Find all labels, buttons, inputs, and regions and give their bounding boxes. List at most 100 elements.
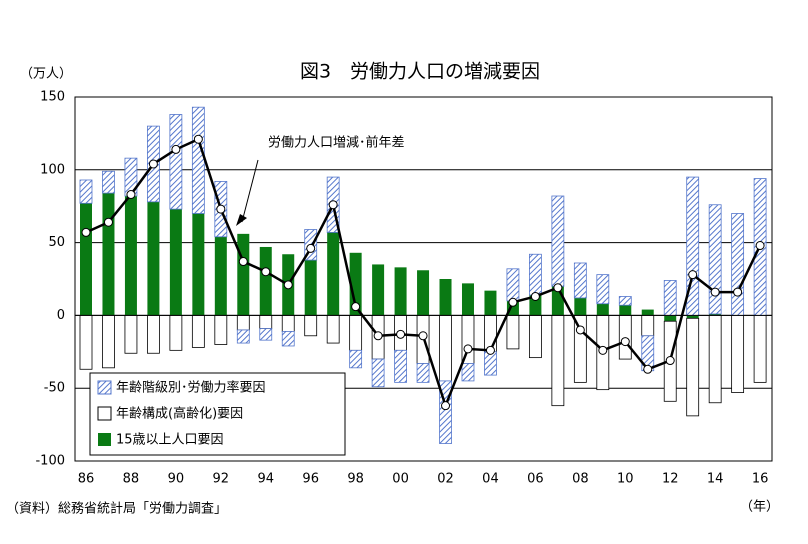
bar	[394, 267, 407, 316]
x-tick-label: 06	[527, 472, 544, 487]
bar	[417, 270, 430, 316]
bar	[237, 233, 250, 316]
bar	[708, 314, 722, 404]
line-marker	[396, 329, 406, 339]
line-marker	[373, 331, 383, 341]
y-tick-label: 0	[57, 308, 65, 323]
y-tick-label: 50	[48, 235, 65, 250]
line-marker	[261, 267, 271, 277]
line-marker	[710, 287, 720, 297]
bar	[102, 170, 115, 194]
line-marker	[643, 364, 653, 374]
line-marker	[755, 241, 765, 251]
bar	[79, 179, 93, 204]
source: （資料）総務省統計局「労働力調査」	[6, 501, 227, 517]
bar	[326, 314, 340, 344]
bar	[439, 314, 452, 382]
line-marker	[508, 297, 518, 307]
bar	[731, 314, 745, 393]
bar	[102, 314, 115, 369]
y-unit: （万人）	[20, 67, 72, 82]
bar	[708, 204, 722, 315]
line-marker	[485, 345, 495, 355]
bar	[169, 314, 183, 351]
bar	[686, 315, 699, 319]
x-tick-label: 88	[123, 472, 140, 487]
line-marker	[530, 291, 540, 301]
bar	[147, 314, 160, 354]
bar	[281, 314, 295, 332]
bar	[551, 195, 565, 287]
bar	[304, 260, 317, 316]
bar	[214, 314, 228, 345]
x-tick-label: 94	[257, 472, 274, 487]
line-marker	[193, 134, 203, 144]
bar	[416, 363, 430, 383]
legend-label: 年齢階級別･労働力率要因	[116, 380, 266, 396]
legend-swatch	[97, 406, 112, 421]
x-tick-label: 10	[617, 472, 634, 487]
line-marker	[463, 344, 473, 354]
bar	[191, 106, 205, 214]
bar	[663, 280, 677, 316]
line-marker	[328, 200, 338, 210]
annotation: 労働力人口増減･前年差	[268, 135, 405, 151]
bar	[79, 314, 93, 370]
bar	[304, 314, 318, 337]
bar	[506, 268, 520, 302]
y-tick-label: -100	[35, 454, 65, 469]
x-tick-label: 96	[302, 472, 319, 487]
line-marker	[81, 227, 91, 237]
bar	[529, 295, 542, 316]
line-marker	[306, 243, 316, 253]
bar	[349, 349, 363, 369]
line-marker	[598, 345, 608, 355]
bar	[102, 193, 115, 316]
bar	[169, 114, 183, 210]
line-marker	[688, 270, 698, 280]
bar	[551, 314, 565, 407]
bar	[124, 314, 138, 354]
line-marker	[553, 283, 563, 293]
y-tick-label: 150	[40, 90, 65, 105]
legend-label: 年齢構成(高齢化)要因	[116, 406, 243, 422]
bar	[349, 314, 363, 351]
bar	[731, 213, 745, 316]
x-tick-label: 98	[347, 472, 364, 487]
bar	[529, 253, 542, 296]
line-marker	[238, 257, 248, 267]
bar	[124, 196, 137, 316]
bar	[709, 313, 722, 316]
line-marker	[418, 331, 428, 341]
chart-title: 図3 労働力人口の増減要因	[300, 61, 540, 83]
x-tick-label: 86	[78, 472, 95, 487]
bar	[192, 213, 205, 316]
bar	[372, 264, 385, 316]
bar	[573, 262, 587, 299]
bar	[236, 329, 250, 344]
bar	[191, 314, 205, 348]
line-marker	[733, 287, 743, 297]
bar	[147, 201, 160, 316]
legend-swatch	[98, 433, 111, 446]
x-tick-label: 08	[572, 472, 589, 487]
x-tick-label: 16	[752, 472, 769, 487]
bar	[506, 314, 520, 350]
x-unit: （年）	[740, 500, 779, 515]
line-marker	[216, 204, 226, 214]
line-marker	[148, 159, 158, 169]
bar	[281, 331, 295, 347]
bar	[80, 203, 92, 316]
bar	[259, 328, 273, 341]
legend-swatch	[97, 380, 112, 395]
x-tick-label: 14	[707, 472, 724, 487]
bar	[484, 290, 497, 316]
bar	[664, 315, 677, 322]
bar	[214, 236, 227, 316]
annotation-arrowhead	[236, 214, 247, 226]
bar	[596, 303, 609, 316]
bar	[259, 246, 272, 316]
bar	[753, 314, 767, 383]
annotation-arrow	[241, 159, 259, 223]
y-tick-label: -50	[44, 381, 65, 396]
